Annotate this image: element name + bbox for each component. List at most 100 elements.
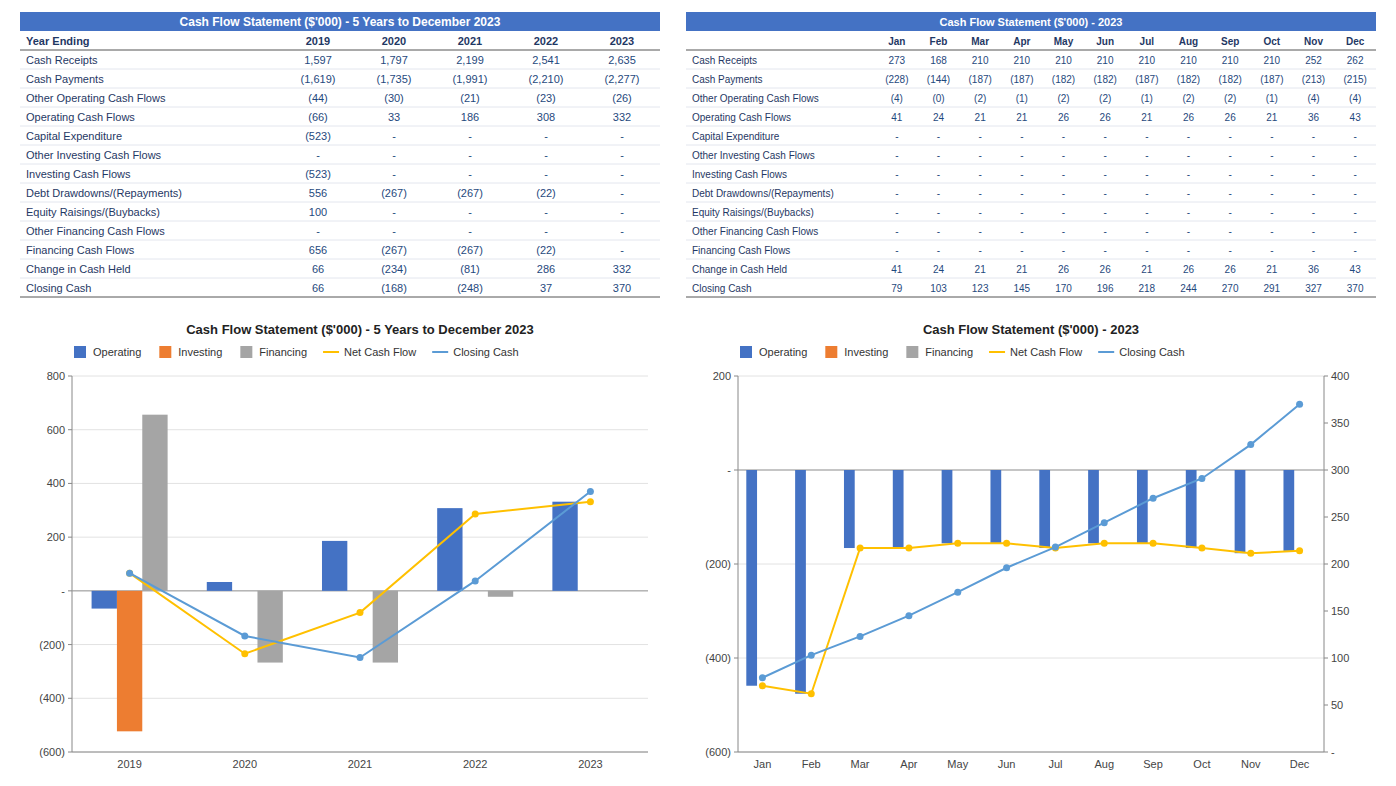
line-marker (1101, 540, 1108, 547)
table-cell: (2) (1057, 93, 1069, 104)
bar (904, 470, 915, 471)
bar (963, 470, 974, 471)
legend-swatch (740, 346, 752, 358)
line-marker (241, 650, 248, 657)
table-header: Mar (971, 36, 989, 47)
table-cell: 210 (1055, 55, 1072, 66)
table-row-rule (686, 259, 1376, 260)
table-cell: - (1062, 150, 1065, 161)
table-cell: 24 (933, 112, 945, 123)
table-row-rule (686, 88, 1376, 89)
table-cell: 123 (972, 283, 989, 294)
x-axis-line (738, 752, 1324, 753)
table-cell: - (895, 245, 898, 256)
bar (914, 470, 925, 471)
legend: OperatingInvestingFinancingNet Cash Flow… (740, 346, 1185, 358)
table-cell: - (1020, 207, 1023, 218)
grid-line (72, 698, 648, 699)
table-header: Nov (1304, 36, 1323, 47)
table-cell: - (620, 187, 624, 199)
y-tick-label: 800 (47, 370, 65, 382)
y-tick-label: 200 (713, 370, 731, 382)
table-cell: 244 (1180, 283, 1197, 294)
y-tick (68, 483, 72, 484)
table-row-rule (20, 202, 660, 203)
bar (746, 470, 757, 686)
table-cell: - (1103, 169, 1106, 180)
table-row-rule (686, 221, 1376, 222)
table-cell: - (978, 150, 981, 161)
y-tick (734, 470, 738, 471)
y-tick-label: 200 (47, 531, 65, 543)
table: Cash Flow Statement ($'000) - 2023JanFeb… (686, 12, 1376, 297)
table-cell: - (1145, 207, 1148, 218)
table-cell: 2,635 (608, 54, 636, 66)
table-row-rule (20, 278, 660, 279)
table-cell: 21 (1016, 264, 1028, 275)
table-cell: (30) (384, 92, 404, 104)
x-axis-line (72, 752, 648, 753)
table-cell: - (1145, 131, 1148, 142)
table-row-label: Financing Cash Flows (692, 245, 790, 256)
table-row-label: Investing Cash Flows (26, 168, 131, 180)
table-cell: - (468, 130, 472, 142)
legend-label: Net Cash Flow (344, 346, 416, 358)
table-cell: (66) (308, 111, 328, 123)
table-row-label: Investing Cash Flows (692, 169, 787, 180)
bar (578, 590, 603, 591)
table-cell: 26 (1183, 112, 1195, 123)
table-cell: - (937, 188, 940, 199)
table-cell: - (1353, 207, 1356, 218)
table-cell: - (468, 168, 472, 180)
table-rule (686, 50, 1376, 51)
table-cell: - (1062, 245, 1065, 256)
line-marker (954, 540, 961, 547)
table-header: 2019 (306, 35, 330, 47)
legend-label: Closing Cash (453, 346, 518, 358)
line-marker (905, 545, 912, 552)
y-tick (734, 564, 738, 565)
table-cell: - (1228, 226, 1231, 237)
table-cell: - (544, 168, 548, 180)
chart-title: Cash Flow Statement ($'000) - 5 Years to… (186, 322, 534, 337)
bar (437, 508, 462, 591)
table-cell: - (978, 245, 981, 256)
table-cell: - (1187, 131, 1190, 142)
table-cell: 26 (1225, 264, 1237, 275)
line-marker (1003, 564, 1010, 571)
table-row-rule (686, 183, 1376, 184)
grid-line (72, 752, 648, 753)
line-marker (1052, 544, 1059, 551)
table-cell: (182) (1218, 74, 1241, 85)
bar (806, 470, 817, 471)
line-marker (808, 690, 815, 697)
bar (142, 415, 167, 591)
table-cell: (2) (1182, 93, 1194, 104)
table-cell: 103 (930, 283, 947, 294)
table-cell: 21 (1141, 112, 1153, 123)
y-axis-line (72, 376, 73, 752)
line-marker (759, 674, 766, 681)
table-row-rule (686, 69, 1376, 70)
y-tick-label: 400 (47, 477, 65, 489)
table-cell: (267) (457, 187, 483, 199)
y-tick (734, 658, 738, 659)
x-tick-label: Jul (1048, 758, 1062, 770)
x-tick-label: 2019 (117, 758, 141, 770)
table-row-rule (20, 88, 660, 89)
table-cell: - (1145, 245, 1148, 256)
line-marker (472, 577, 479, 584)
table-cell: - (1020, 169, 1023, 180)
bar (1148, 470, 1159, 471)
line-marker (126, 570, 133, 577)
table-cell: - (1103, 131, 1106, 142)
table-cell: 286 (537, 263, 555, 275)
bar (207, 582, 232, 591)
bar (757, 470, 768, 471)
table-cell: - (1145, 150, 1148, 161)
table-row-rule (20, 240, 660, 241)
table-row-label: Operating Cash Flows (692, 112, 791, 123)
table-cell: 36 (1308, 112, 1320, 123)
line-marker (1296, 547, 1303, 554)
table-cell: - (1103, 150, 1106, 161)
